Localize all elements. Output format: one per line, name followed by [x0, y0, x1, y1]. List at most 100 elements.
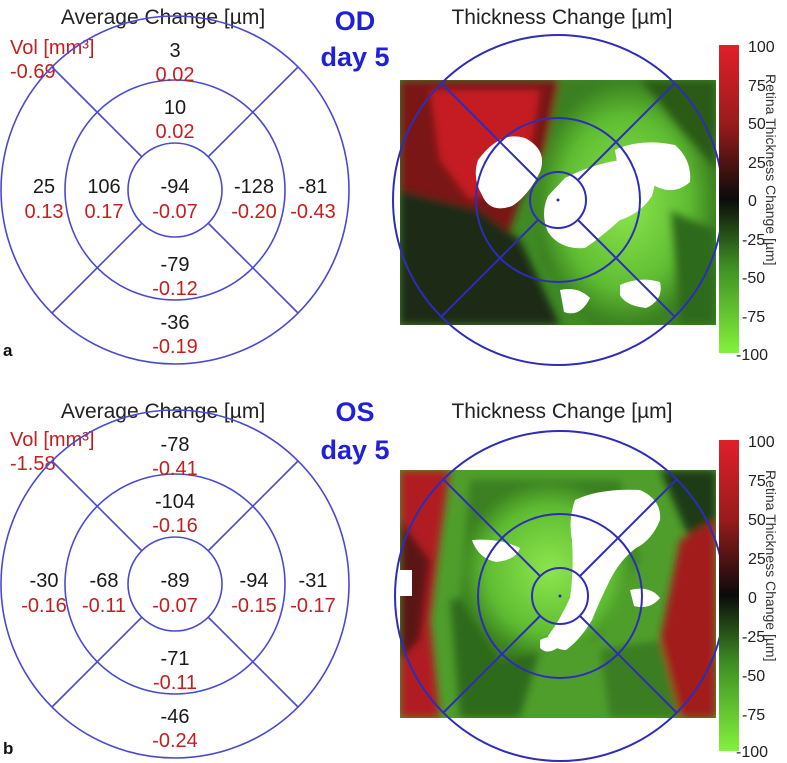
colorbar-tick: -100 [736, 347, 768, 364]
eye-label: OD [335, 6, 376, 36]
outer-right-avg: -81 [299, 176, 328, 198]
colorbar-tick: -100 [736, 744, 768, 761]
colorbar: 100 75 50 25 0 -25 -50 -75 -100 Retina T… [719, 434, 779, 761]
center-vol: -0.07 [152, 595, 198, 617]
center-avg: -89 [161, 570, 190, 592]
inner-inferior-avg: -71 [161, 648, 190, 670]
colorbar-tick: -50 [742, 668, 765, 685]
panel-a: Average Change [µm] Vol [mm³] -0.69 OD d… [0, 6, 779, 366]
map-title: Thickness Change [µm] [451, 400, 672, 423]
outer-inferior-avg: -46 [161, 706, 190, 728]
sector-divider [96, 111, 143, 158]
inner-inferior-avg: -79 [161, 254, 190, 276]
outer-superior-avg: 3 [169, 40, 180, 62]
eye-label: OS [335, 397, 374, 427]
outer-superior-avg: -78 [161, 434, 190, 456]
map-divider [579, 615, 678, 714]
inner-right-vol: -0.15 [231, 595, 277, 617]
map-divider [440, 219, 539, 318]
thickness-map [394, 430, 726, 762]
map-divider [440, 82, 539, 181]
outer-left-avg: -30 [30, 570, 59, 592]
fovea-marker [556, 198, 560, 202]
sector-divider [51, 460, 143, 552]
white-blob [475, 136, 543, 209]
etdrs-grid [0, 409, 350, 759]
colorbar-gradient [719, 440, 739, 751]
map-central-ring [529, 171, 587, 229]
colorbar-tick: -25 [742, 629, 765, 646]
inner-right-vol: -0.20 [231, 201, 277, 223]
grid-title: Average Change [µm] [61, 400, 265, 423]
colorbar-label: Retina Thickness Change [µm] [763, 74, 779, 265]
outer-right-vol: -0.17 [290, 595, 336, 617]
inner-ring [64, 79, 286, 301]
white-blob [548, 489, 661, 650]
colorbar-label: Retina Thickness Change [µm] [763, 470, 779, 661]
outer-superior-vol: 0.02 [156, 64, 195, 86]
colorbar-tick: 25 [748, 551, 766, 568]
map-divider [442, 478, 541, 577]
colorbar-tick: -25 [742, 232, 765, 249]
outer-right-avg: -31 [299, 570, 328, 592]
colorbar-tick: 100 [748, 434, 775, 451]
outer-right-vol: -0.43 [290, 201, 336, 223]
colorbar-tick: 50 [748, 512, 766, 529]
white-blob [630, 588, 660, 607]
sector-divider [207, 66, 299, 158]
central-ring [127, 536, 223, 632]
colorbar-tick: 25 [748, 155, 766, 172]
white-blob [540, 637, 560, 652]
inner-inferior-vol: -0.11 [153, 672, 197, 694]
map-inner-ring [477, 513, 643, 679]
fovea-marker [558, 594, 562, 598]
map-inner-ring [475, 117, 641, 283]
outer-left-vol: -0.16 [21, 595, 67, 617]
sector-divider [207, 222, 299, 314]
map-divider [442, 615, 541, 714]
map-divider [577, 82, 676, 181]
vol-total: -0.69 [10, 61, 56, 83]
outer-ring [0, 15, 350, 365]
vol-label: Vol [mm³] [10, 37, 94, 59]
colorbar-tick: 75 [748, 473, 766, 490]
grid-title: Average Change [µm] [61, 6, 265, 29]
sector-divider [51, 66, 98, 113]
day-label: day 5 [320, 435, 389, 465]
white-blob [620, 279, 661, 308]
inner-superior-avg: 10 [164, 97, 186, 119]
white-blob [560, 289, 590, 314]
sector-divider [51, 222, 143, 314]
inner-inferior-vol: -0.12 [152, 278, 198, 300]
center-vol: -0.07 [152, 201, 198, 223]
inner-right-avg: -94 [240, 570, 269, 592]
colorbar-tick: 0 [748, 590, 757, 607]
thickness-map [392, 34, 724, 366]
inner-ring [64, 473, 286, 695]
center-avg: -94 [161, 176, 190, 198]
central-ring [127, 142, 223, 238]
etdrs-grid [0, 15, 350, 365]
colorbar-tick: -50 [742, 270, 765, 287]
map-divider [577, 219, 676, 318]
day-label: day 5 [320, 42, 389, 72]
panel-label: a [3, 341, 13, 360]
colorbar-tick: 0 [748, 193, 757, 210]
outer-left-vol: 0.13 [25, 201, 64, 223]
white-blob [544, 158, 655, 249]
inner-left-avg: 106 [87, 176, 120, 198]
inner-superior-vol: -0.16 [152, 515, 198, 537]
outer-left-avg: 25 [33, 176, 55, 198]
panel-b: Average Change [µm] Vol [mm³] -1.58 OS d… [0, 397, 779, 762]
inner-left-avg: -68 [90, 570, 119, 592]
sector-divider [207, 616, 299, 708]
map-divider [579, 478, 678, 577]
vol-label: Vol [mm³] [10, 429, 94, 451]
inner-left-vol: -0.11 [82, 595, 126, 617]
map-central-ring [531, 567, 589, 625]
inner-right-avg: -128 [234, 176, 274, 198]
map-edge-gap [400, 570, 412, 596]
colorbar-tick: 50 [748, 116, 766, 133]
inner-superior-avg: -104 [155, 491, 195, 513]
